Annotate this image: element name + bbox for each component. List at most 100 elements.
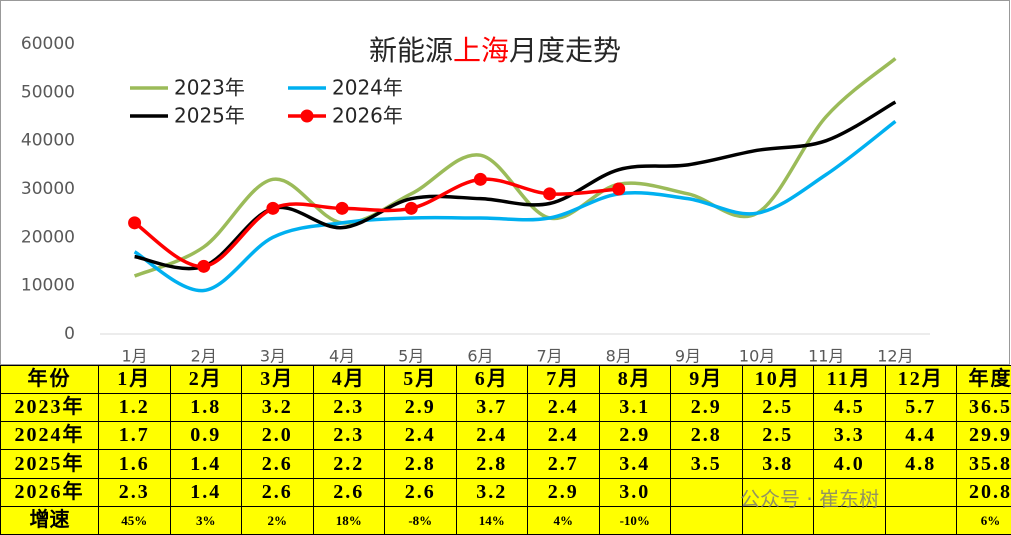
table-cell: 3.2	[455, 477, 528, 507]
legend-label: 2026年	[332, 104, 403, 128]
y-tick-label: 60000	[21, 34, 75, 54]
x-tick-label: 6月	[467, 347, 493, 366]
table-cell: 1.2	[98, 393, 171, 423]
table-cell: 4.8	[884, 449, 957, 479]
x-tick-label: 8月	[606, 347, 632, 366]
legend-label: 2023年	[174, 76, 245, 100]
table-cell: 2025年	[0, 449, 99, 479]
table-cell: 2%	[241, 505, 314, 535]
y-tick-label: 40000	[21, 131, 75, 151]
table-cell	[813, 505, 886, 535]
title-part: 上海	[453, 34, 509, 67]
table-cell: 20.8	[956, 477, 1011, 507]
table-cell: 2023年	[0, 393, 99, 423]
table-cell	[884, 477, 957, 507]
table-cell: 3%	[169, 505, 242, 535]
table-cell: 2.9	[527, 477, 600, 507]
point	[128, 216, 142, 230]
x-tick-label: 5月	[398, 347, 424, 366]
table-cell: 3.7	[455, 393, 528, 423]
table-cell: 0.9	[169, 421, 242, 451]
table-cell: 年份	[0, 364, 99, 395]
x-tick-label: 1月	[121, 347, 147, 366]
table-cell: 10月	[741, 364, 814, 395]
table-cell: 4.4	[884, 421, 957, 451]
watermark: 公众号 · 崔东树	[740, 487, 880, 511]
point	[543, 187, 557, 201]
table-cell: 3.0	[598, 477, 671, 507]
table-cell: 3.5	[670, 449, 743, 479]
table-cell: 1.7	[98, 421, 171, 451]
table-cell: 4%	[527, 505, 600, 535]
table-cell: 年度	[956, 364, 1011, 395]
table-cell: 3.2	[241, 393, 314, 423]
table-cell: 3.3	[813, 421, 886, 451]
point	[473, 172, 487, 186]
x-tick-label: 9月	[675, 347, 701, 366]
table-row: 2025年 1.6 1.4 2.6 2.2 2.8 2.8 2.7 3.4 3.5 3.8 4.0 4.…	[0, 449, 1011, 479]
table-row: 增速 45% 3% 2% 18% -8% 14% 4% -10% 6%	[0, 505, 1011, 535]
table-cell: 2.3	[312, 393, 385, 423]
table-cell: 5.7	[884, 393, 957, 423]
table-cell: 35.8	[956, 449, 1011, 479]
table-cell: 2.3	[312, 421, 385, 451]
table-cell: 2026年	[0, 477, 99, 507]
table-cell: 7月	[527, 364, 600, 395]
table-cell: 2024年	[0, 421, 99, 451]
table-cell: 1月	[98, 364, 171, 395]
table-cell: 11月	[813, 364, 886, 395]
point	[404, 201, 418, 215]
table-cell: 45%	[98, 505, 171, 535]
table-cell: -10%	[598, 505, 671, 535]
x-tick-label: 2月	[191, 347, 217, 366]
table-cell: 14%	[455, 505, 528, 535]
table-cell	[670, 505, 743, 535]
table-cell: 9月	[670, 364, 743, 395]
legend-label: 2025年	[174, 104, 245, 128]
y-tick-label: 20000	[21, 227, 75, 247]
table-cell: 4.0	[813, 449, 886, 479]
table-cell: 2.8	[384, 449, 457, 479]
table-cell: 29.9	[956, 421, 1011, 451]
table-cell: 1.4	[169, 477, 242, 507]
table-row: 2023年 1.2 1.8 3.2 2.3 2.9 3.7 2.4 3.1 2.9 2.5 4.5 5.…	[0, 393, 1011, 423]
table-cell: -8%	[384, 505, 457, 535]
table-cell: 2.4	[384, 421, 457, 451]
chart: 新能源上海月度走势 0 10000 20000 30000 40000 50000 6000…	[0, 0, 1010, 366]
table-row: 2024年 1.7 0.9 2.0 2.3 2.4 2.4 2.4 2.9 2.8 2.5 3.3 4.…	[0, 421, 1011, 451]
point	[335, 201, 349, 215]
series-line	[133, 57, 897, 278]
point	[197, 259, 211, 273]
table-cell: 2.3	[98, 477, 171, 507]
table-cell: 2.4	[455, 421, 528, 451]
table-cell: 2.6	[241, 449, 314, 479]
table-cell: 18%	[312, 505, 385, 535]
legend-label: 2024年	[332, 76, 403, 100]
table-cell: 2.5	[741, 393, 814, 423]
table-cell: 1.4	[169, 449, 242, 479]
table-cell: 2.7	[527, 449, 600, 479]
series-line	[133, 119, 897, 293]
table-cell: 2.6	[241, 477, 314, 507]
table-cell: 2.6	[384, 477, 457, 507]
table-cell: 2.8	[670, 421, 743, 451]
y-tick-label: 30000	[21, 179, 75, 199]
table-cell: 2.5	[741, 421, 814, 451]
table-cell: 2.4	[527, 421, 600, 451]
table-cell: 2.2	[312, 449, 385, 479]
table-cell	[884, 505, 957, 535]
table-cell: 3.4	[598, 449, 671, 479]
y-tick-label: 10000	[21, 276, 75, 296]
legend-marker	[300, 109, 314, 123]
table-row: 年份 1月 2月 3月 4月 5月 6月 7月 8月 9月 10月 11月 12月 年度	[0, 364, 1011, 395]
table-cell: 4.5	[813, 393, 886, 423]
table-cell: 2.8	[455, 449, 528, 479]
table-cell: 4月	[312, 364, 385, 395]
table-cell: 2.4	[527, 393, 600, 423]
table-cell: 6%	[956, 505, 1011, 535]
data-table: 年份 1月 2月 3月 4月 5月 6月 7月 8月 9月 10月 11月 12月 年度 2023年 1.2 1…	[0, 364, 1011, 535]
table-cell: 8月	[598, 364, 671, 395]
table-cell: 2.9	[384, 393, 457, 423]
table-cell	[813, 477, 886, 507]
